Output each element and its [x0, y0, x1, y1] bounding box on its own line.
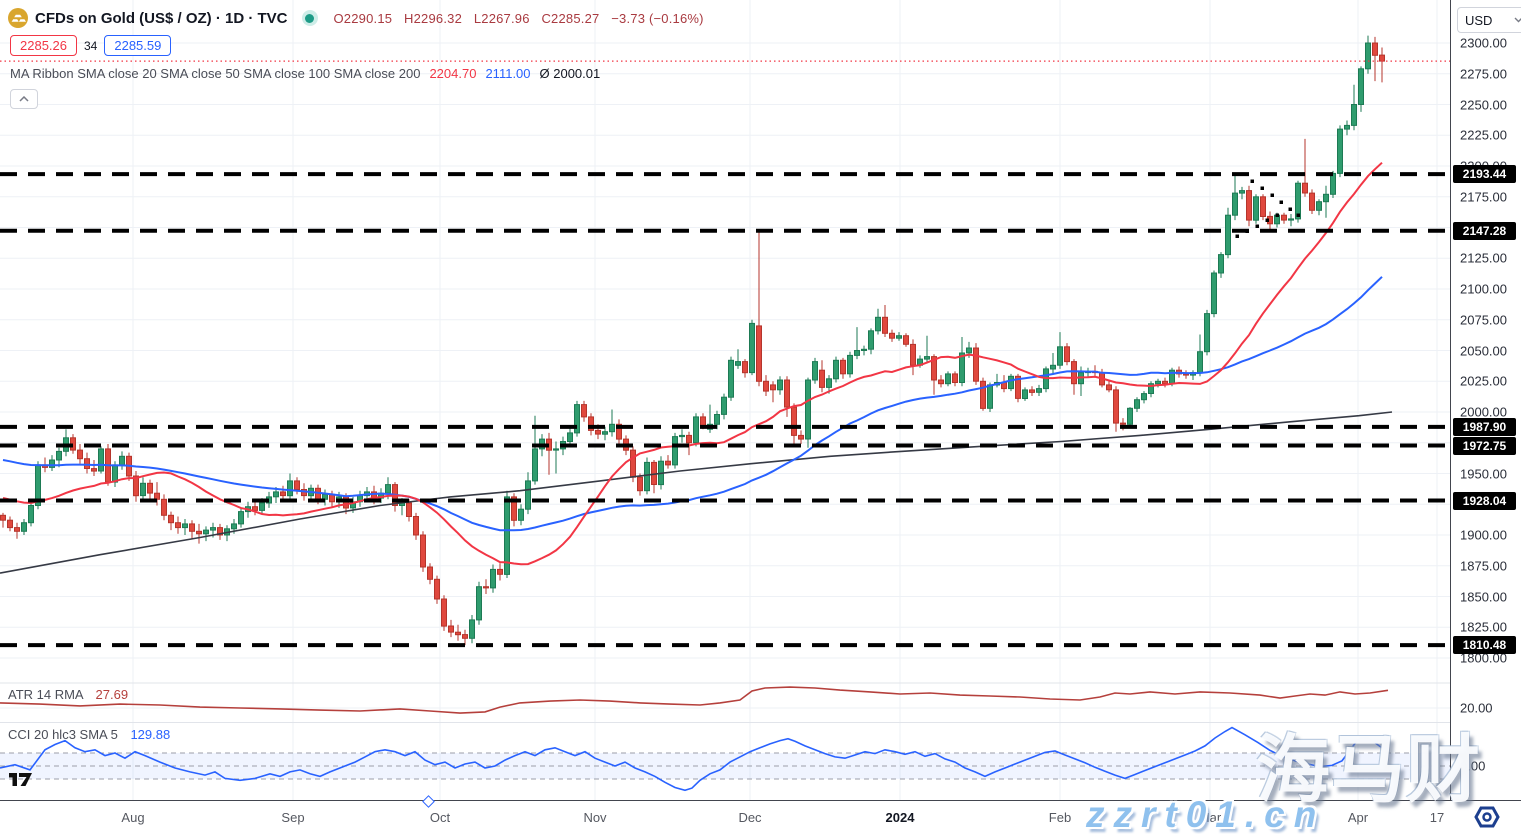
price-tick: 1950.00 [1460, 466, 1507, 481]
time-label: Oct [429, 810, 451, 825]
price-tick: 2275.00 [1460, 66, 1507, 82]
cci-legend[interactable]: CCI 20 hlc3 SMA 5 129.88 [8, 727, 170, 742]
price-tick: 1850.00 [1460, 589, 1507, 604]
ask-button[interactable]: 2285.59 [104, 35, 172, 56]
atr-scale-tick: 20.00 [1460, 700, 1493, 716]
price-tick: 2000.00 [1460, 404, 1507, 420]
time-label: Aug [121, 810, 145, 825]
chart-panes[interactable] [0, 0, 1450, 800]
price-chart-canvas[interactable] [0, 0, 1450, 800]
level-price-chip: 2193.44 [1453, 165, 1516, 184]
high-value: H2296.32 [404, 10, 463, 26]
level-price-chip: 1810.48 [1453, 636, 1516, 655]
price-tick: 2075.00 [1460, 312, 1507, 328]
symbol-title[interactable]: CFDs on Gold (US$ / OZ) · 1D · TVC [35, 9, 288, 27]
low-value: L2267.96 [473, 10, 530, 26]
close-value: C2285.27 [541, 10, 600, 26]
currency-value: USD [1465, 12, 1493, 28]
time-label: Apr [1347, 810, 1369, 825]
price-tick: 2250.00 [1460, 97, 1507, 112]
chevron-down-icon [1514, 17, 1521, 23]
level-price-chip: 1987.90 [1453, 417, 1516, 436]
price-tick: 2300.00 [1460, 35, 1507, 51]
collapse-legend-button[interactable] [10, 89, 38, 109]
tradingview-logo[interactable] [8, 770, 34, 788]
cci-value: 129.88 [130, 727, 171, 742]
price-tick: 1875.00 [1460, 558, 1507, 574]
price-tick: 2125.00 [1460, 250, 1507, 266]
price-tick: 1800.00 [1460, 650, 1507, 666]
time-label: Mar [1198, 810, 1222, 825]
ohlc-values: O2290.15 H2296.32 L2267.96 C2285.27 −3.7… [334, 11, 712, 26]
price-tick: 2050.00 [1460, 343, 1507, 358]
chevron-up-icon [19, 96, 29, 102]
price-tick: 2025.00 [1460, 373, 1507, 389]
time-label: Nov [583, 810, 607, 825]
spread-value: 34 [84, 38, 98, 53]
atr-value: 27.69 [95, 687, 129, 702]
price-tick: 1900.00 [1460, 527, 1507, 543]
ma-ribbon-legend[interactable]: MA Ribbon SMA close 20 SMA close 50 SMA … [10, 66, 600, 81]
symbol-legend: CFDs on Gold (US$ / OZ) · 1D · TVC O2290… [8, 8, 712, 28]
level-price-chip: 1928.04 [1453, 491, 1516, 510]
cci-scale-tick: 0.00 [1460, 758, 1486, 774]
ma-ribbon-sma50-value: 2111.00 [485, 66, 531, 81]
atr-legend[interactable]: ATR 14 RMA 27.69 [8, 687, 128, 702]
ma-ribbon-avg-value: Ø 2000.01 [539, 66, 601, 81]
cci-label: CCI 20 hlc3 SMA 5 [8, 727, 118, 742]
price-tick: 2225.00 [1460, 127, 1507, 143]
open-value: O2290.15 [333, 10, 393, 26]
time-label: Feb [1048, 810, 1072, 825]
time-label: 2024 [885, 810, 915, 825]
price-tick: 2175.00 [1460, 189, 1507, 205]
time-axis[interactable]: Aug Sep Oct Nov Dec 2024 Feb Mar Apr 17 [0, 795, 1521, 834]
currency-dropdown[interactable]: USD [1457, 7, 1521, 33]
market-status-icon[interactable] [301, 10, 318, 26]
time-label: Sep [281, 810, 305, 825]
gold-coin-icon [8, 8, 28, 28]
atr-label: ATR 14 RMA [8, 687, 83, 702]
time-label: Dec [738, 810, 762, 825]
legend-collapse-row [10, 89, 38, 109]
price-axis[interactable]: USD 2300.002275.002250.002225.002200.002… [1450, 0, 1521, 800]
level-price-chip: 2147.28 [1453, 221, 1516, 240]
time-label: 17 [1429, 810, 1445, 825]
bid-button[interactable]: 2285.26 [10, 35, 77, 56]
quote-row: 2285.26 34 2285.59 [10, 35, 172, 56]
ma-ribbon-sma20-value: 2204.70 [429, 66, 477, 81]
price-tick: 2100.00 [1460, 281, 1507, 297]
ma-ribbon-label: MA Ribbon SMA close 20 SMA close 50 SMA … [10, 66, 421, 81]
price-tick: 1825.00 [1460, 619, 1507, 635]
change-value: −3.73 (−0.16%) [611, 10, 704, 26]
level-price-chip: 1972.75 [1453, 436, 1516, 455]
